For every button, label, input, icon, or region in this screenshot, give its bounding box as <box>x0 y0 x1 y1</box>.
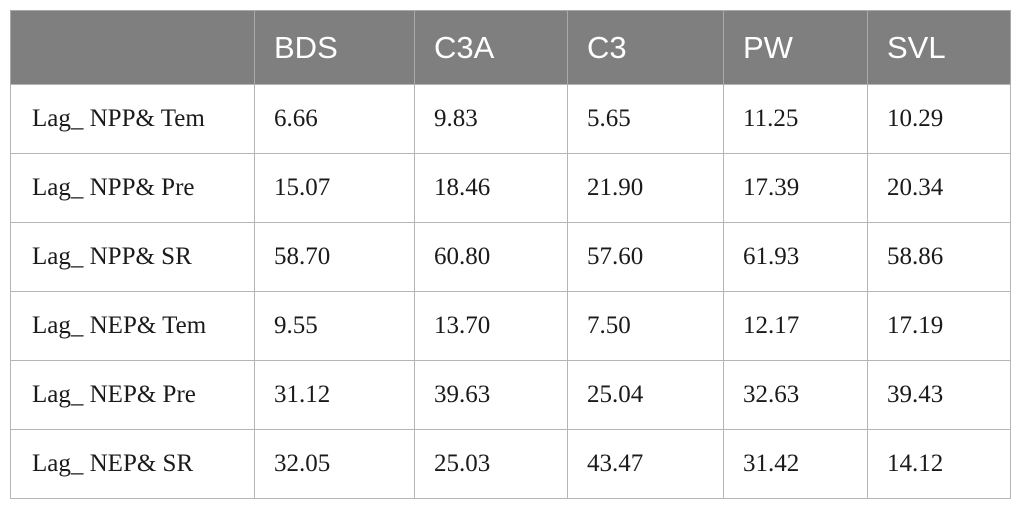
table-cell: 15.07 <box>254 153 415 223</box>
table-row: Lag_ NEP& Tem 9.55 13.70 7.50 12.17 17.1… <box>10 291 1011 361</box>
header-cell-bds: BDS <box>254 10 415 85</box>
table-cell: 32.63 <box>723 360 868 430</box>
header-cell-empty <box>10 10 255 85</box>
table-cell: 17.39 <box>723 153 868 223</box>
table-cell: 9.55 <box>254 291 415 361</box>
table-cell: 10.29 <box>867 84 1011 154</box>
table-cell: 11.25 <box>723 84 868 154</box>
table-row: Lag_ NEP& SR 32.05 25.03 43.47 31.42 14.… <box>10 429 1011 499</box>
table-cell: 25.03 <box>414 429 568 499</box>
row-label: Lag_ NEP& SR <box>10 429 255 499</box>
table-cell: 13.70 <box>414 291 568 361</box>
header-row: BDS C3A C3 PW SVL <box>10 10 1011 85</box>
table-cell: 32.05 <box>254 429 415 499</box>
table-cell: 61.93 <box>723 222 868 292</box>
table-cell: 43.47 <box>567 429 724 499</box>
table-cell: 60.80 <box>414 222 568 292</box>
table-cell: 18.46 <box>414 153 568 223</box>
header-cell-pw: PW <box>723 10 868 85</box>
table-body: Lag_ NPP& Tem 6.66 9.83 5.65 11.25 10.29… <box>10 84 1011 499</box>
table-row: Lag_ NPP& SR 58.70 60.80 57.60 61.93 58.… <box>10 222 1011 292</box>
header-cell-svl: SVL <box>867 10 1011 85</box>
row-label: Lag_ NPP& SR <box>10 222 255 292</box>
row-label: Lag_ NEP& Tem <box>10 291 255 361</box>
header-cell-c3a: C3A <box>414 10 568 85</box>
header-cell-c3: C3 <box>567 10 724 85</box>
table-cell: 17.19 <box>867 291 1011 361</box>
row-label: Lag_ NEP& Pre <box>10 360 255 430</box>
table-row: Lag_ NEP& Pre 31.12 39.63 25.04 32.63 39… <box>10 360 1011 430</box>
table-cell: 20.34 <box>867 153 1011 223</box>
table-header: BDS C3A C3 PW SVL <box>10 10 1011 85</box>
table-cell: 31.42 <box>723 429 868 499</box>
table-cell: 5.65 <box>567 84 724 154</box>
data-table: BDS C3A C3 PW SVL Lag_ NPP& Tem 6.66 9.8… <box>10 10 1011 499</box>
table-row: Lag_ NPP& Tem 6.66 9.83 5.65 11.25 10.29 <box>10 84 1011 154</box>
table-cell: 39.63 <box>414 360 568 430</box>
table-cell: 7.50 <box>567 291 724 361</box>
table-cell: 58.86 <box>867 222 1011 292</box>
table-row: Lag_ NPP& Pre 15.07 18.46 21.90 17.39 20… <box>10 153 1011 223</box>
table-cell: 21.90 <box>567 153 724 223</box>
table-cell: 57.60 <box>567 222 724 292</box>
table-cell: 6.66 <box>254 84 415 154</box>
table-cell: 12.17 <box>723 291 868 361</box>
row-label: Lag_ NPP& Tem <box>10 84 255 154</box>
table-cell: 14.12 <box>867 429 1011 499</box>
table-cell: 31.12 <box>254 360 415 430</box>
table-cell: 39.43 <box>867 360 1011 430</box>
table-cell: 58.70 <box>254 222 415 292</box>
table-cell: 9.83 <box>414 84 568 154</box>
table-cell: 25.04 <box>567 360 724 430</box>
row-label: Lag_ NPP& Pre <box>10 153 255 223</box>
data-table-container: BDS C3A C3 PW SVL Lag_ NPP& Tem 6.66 9.8… <box>10 10 1011 499</box>
